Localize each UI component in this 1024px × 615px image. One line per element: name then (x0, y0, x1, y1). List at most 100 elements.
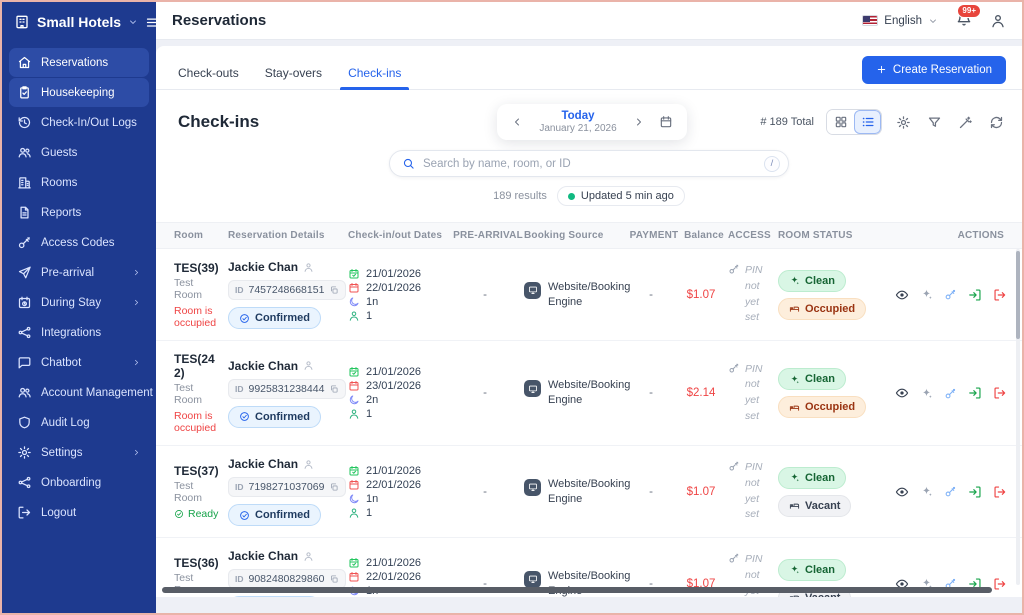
room-status-cell: Clean Occupied (778, 368, 894, 418)
housekeeping-button[interactable] (919, 287, 934, 302)
key-icon[interactable] (728, 460, 740, 472)
reservation-status-badge: Confirmed (228, 405, 321, 428)
list-view-button[interactable] (854, 110, 881, 134)
sidebar-item-logout[interactable]: Logout (9, 498, 149, 527)
sidebar-item-access-codes[interactable]: Access Codes (9, 228, 149, 257)
check-in-button[interactable] (967, 287, 983, 303)
date-navigator: Today January 21, 2026 (497, 104, 687, 140)
column-header-payment: PAYMENT (629, 230, 679, 241)
user-menu-button[interactable] (990, 13, 1006, 29)
prev-day-button[interactable] (509, 114, 525, 130)
chevron-down-icon[interactable] (128, 17, 138, 27)
filter-button[interactable] (925, 113, 944, 132)
sidebar-item-audit-log[interactable]: Audit Log (9, 408, 149, 437)
search-box[interactable]: / (389, 150, 789, 177)
sidebar-item-label: Onboarding (41, 476, 102, 489)
magic-actions-button[interactable] (956, 113, 975, 132)
calendar-clock-icon (17, 295, 32, 310)
table-row[interactable]: TES(242) Test Room Room is occupied Jack… (156, 341, 1022, 446)
vertical-scrollbar-thumb[interactable] (1016, 251, 1020, 339)
date-display[interactable]: Today January 21, 2026 (535, 110, 621, 134)
create-reservation-button[interactable]: Create Reservation (861, 55, 1006, 84)
reservation-id-chip[interactable]: ID 9082480829860 (228, 569, 347, 589)
notifications-button[interactable]: 99+ (956, 4, 981, 30)
table-row[interactable]: TES(36) Test Room Ready Jackie Chan ID90… (156, 538, 1022, 597)
key-icon[interactable] (728, 263, 740, 275)
sidebar-item-guests[interactable]: Guests (9, 138, 149, 167)
column-header-dates: Check-in/out Dates (348, 230, 443, 241)
housekeeping-button[interactable] (919, 386, 934, 401)
tab-check-outs[interactable]: Check-outs (178, 65, 239, 80)
filter-icon (927, 115, 942, 130)
check-out-button[interactable] (992, 385, 1008, 401)
access-cell: PIN not yet set (728, 460, 778, 523)
sidebar-item-label: During Stay (41, 296, 102, 309)
access-code-button[interactable] (943, 484, 958, 499)
view-details-button[interactable] (894, 287, 910, 303)
search-input[interactable] (423, 157, 756, 170)
access-cell: PIN not yet set (728, 263, 778, 326)
sidebar-item-chatbot[interactable]: Chatbot (9, 348, 149, 377)
grid-view-button[interactable] (827, 110, 854, 134)
copy-icon[interactable] (329, 482, 339, 492)
horizontal-scrollbar-thumb[interactable] (162, 587, 992, 593)
table-row[interactable]: TES(39) Test Room Room is occupied Jacki… (156, 249, 1022, 341)
column-header-balance: Balance (684, 230, 724, 241)
room-code: TES(242) (174, 352, 215, 380)
check-out-button[interactable] (992, 484, 1008, 500)
sidebar-item-pre-arrival[interactable]: Pre-arrival (9, 258, 149, 287)
check-in-date-icon (348, 268, 360, 280)
refresh-button[interactable] (987, 113, 1006, 132)
sidebar-item-onboarding[interactable]: Onboarding (9, 468, 149, 497)
booking-source-label: Website/Booking Engine (548, 477, 631, 505)
sidebar-item-reports[interactable]: Reports (9, 198, 149, 227)
reservation-id-chip[interactable]: ID 9925831238444 (228, 378, 347, 399)
check-out-date: 23/01/2026 (366, 380, 422, 392)
check-out-date: 22/01/2026 (366, 281, 422, 294)
housekeeping-button[interactable] (919, 484, 934, 499)
reservation-id-chip[interactable]: ID 7198271037069 (228, 477, 347, 497)
key-icon[interactable] (728, 362, 740, 374)
reservation-id-chip[interactable]: ID 7457248668151 (228, 280, 347, 300)
sidebar-item-reservations[interactable]: Reservations (9, 48, 149, 77)
app-logo[interactable]: Small Hotels (2, 2, 156, 42)
sidebar-item-label: Housekeeping (41, 86, 115, 99)
eye-icon (895, 288, 909, 302)
sidebar-item-check-in-out-logs[interactable]: Check-In/Out Logs (9, 108, 149, 137)
plus-icon (876, 64, 887, 75)
id-label: ID (235, 285, 244, 295)
view-details-button[interactable] (894, 484, 910, 500)
copy-icon[interactable] (329, 384, 339, 394)
key-icon[interactable] (728, 552, 740, 564)
actions-cell (894, 287, 1014, 303)
access-code-button[interactable] (943, 287, 958, 302)
tab-check-ins[interactable]: Check-ins (340, 56, 410, 90)
status-dot-icon (567, 192, 575, 200)
check-in-button[interactable] (967, 484, 983, 500)
sidebar-item-settings[interactable]: Settings (9, 438, 149, 467)
copy-icon[interactable] (329, 285, 339, 295)
sidebar-item-housekeeping[interactable]: Housekeeping (9, 78, 149, 107)
copy-icon[interactable] (329, 574, 339, 584)
sidebar-item-during-stay[interactable]: During Stay (9, 288, 149, 317)
room-note: Room is occupied (174, 304, 217, 329)
access-code-button[interactable] (943, 386, 958, 401)
sidebar-item-rooms[interactable]: Rooms (9, 168, 149, 197)
key-icon (944, 288, 957, 301)
guest-icon (303, 551, 314, 562)
view-details-button[interactable] (894, 385, 910, 401)
next-day-button[interactable] (631, 114, 647, 130)
sidebar-item-account-management[interactable]: Account Management (9, 378, 153, 407)
language-selector[interactable]: English (862, 15, 938, 27)
check-in-button[interactable] (967, 385, 983, 401)
table-row[interactable]: TES(37) Test Room Ready Jackie Chan ID 71… (156, 446, 1022, 538)
tab-stay-overs[interactable]: Stay-overs (264, 65, 323, 80)
calendar-picker-button[interactable] (657, 113, 675, 131)
table-settings-button[interactable] (894, 113, 913, 132)
access-cell: PIN not yet set (728, 362, 778, 425)
vertical-scrollbar-track[interactable] (1016, 249, 1020, 585)
check-out-button[interactable] (992, 287, 1008, 303)
check-out-button[interactable] (992, 576, 1008, 592)
sidebar-item-integrations[interactable]: Integrations (9, 318, 149, 347)
occupancy-badge: Occupied (778, 297, 867, 320)
